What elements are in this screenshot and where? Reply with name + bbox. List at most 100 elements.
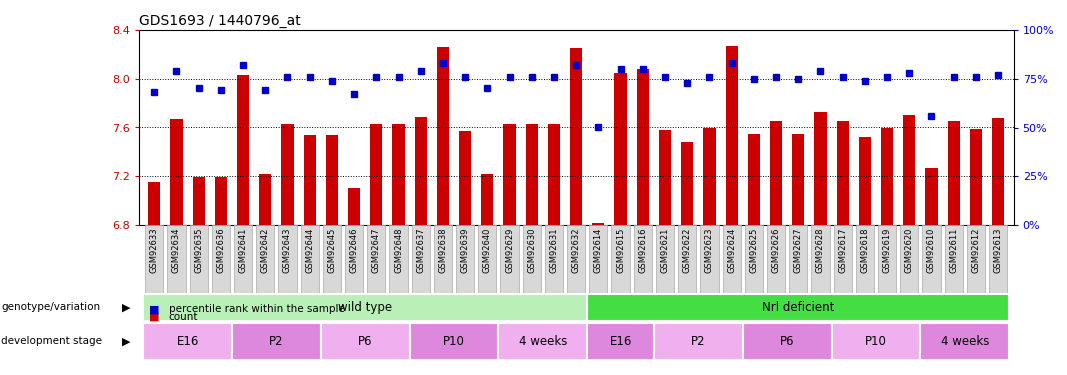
FancyBboxPatch shape bbox=[190, 225, 208, 292]
FancyBboxPatch shape bbox=[478, 225, 496, 292]
Bar bbox=[792, 134, 805, 225]
Bar bbox=[637, 69, 649, 225]
Bar bbox=[881, 128, 893, 225]
Bar bbox=[393, 124, 404, 225]
Text: P2: P2 bbox=[691, 335, 705, 348]
Text: ▶: ▶ bbox=[122, 336, 130, 346]
Bar bbox=[615, 73, 626, 225]
Bar bbox=[659, 130, 671, 225]
FancyBboxPatch shape bbox=[611, 225, 630, 292]
Text: GSM92627: GSM92627 bbox=[794, 228, 802, 273]
FancyBboxPatch shape bbox=[321, 322, 410, 360]
FancyBboxPatch shape bbox=[856, 225, 874, 292]
FancyBboxPatch shape bbox=[389, 225, 408, 292]
Text: GSM92622: GSM92622 bbox=[683, 228, 691, 273]
Text: GSM92634: GSM92634 bbox=[172, 228, 181, 273]
Bar bbox=[192, 177, 205, 225]
Text: P2: P2 bbox=[269, 335, 284, 348]
Text: GSM92615: GSM92615 bbox=[616, 228, 625, 273]
Text: Nrl deficient: Nrl deficient bbox=[762, 301, 834, 314]
FancyBboxPatch shape bbox=[587, 322, 654, 360]
Text: P10: P10 bbox=[865, 335, 887, 348]
Bar bbox=[726, 46, 737, 225]
Bar bbox=[681, 142, 694, 225]
FancyBboxPatch shape bbox=[634, 225, 652, 292]
Text: GSM92611: GSM92611 bbox=[950, 228, 958, 273]
Text: development stage: development stage bbox=[1, 336, 102, 346]
FancyBboxPatch shape bbox=[523, 225, 541, 292]
FancyBboxPatch shape bbox=[989, 225, 1007, 292]
FancyBboxPatch shape bbox=[589, 225, 607, 292]
FancyBboxPatch shape bbox=[278, 225, 297, 292]
Text: percentile rank within the sample: percentile rank within the sample bbox=[169, 304, 345, 314]
Bar bbox=[592, 222, 605, 225]
Bar bbox=[282, 124, 293, 225]
Text: GSM92628: GSM92628 bbox=[816, 228, 825, 273]
Text: ■: ■ bbox=[149, 312, 160, 322]
FancyBboxPatch shape bbox=[412, 225, 430, 292]
Bar bbox=[992, 118, 1004, 225]
Bar bbox=[436, 47, 449, 225]
Text: GSM92630: GSM92630 bbox=[527, 228, 537, 273]
Text: count: count bbox=[169, 312, 198, 322]
FancyBboxPatch shape bbox=[700, 225, 718, 292]
FancyBboxPatch shape bbox=[722, 225, 740, 292]
Bar bbox=[171, 119, 182, 225]
Text: GSM92636: GSM92636 bbox=[217, 228, 225, 273]
Text: ▶: ▶ bbox=[122, 303, 130, 312]
Bar bbox=[370, 124, 382, 225]
Text: GSM92639: GSM92639 bbox=[461, 228, 469, 273]
Bar bbox=[970, 129, 982, 225]
Text: GSM92612: GSM92612 bbox=[971, 228, 981, 273]
FancyBboxPatch shape bbox=[168, 225, 186, 292]
Bar bbox=[947, 122, 960, 225]
FancyBboxPatch shape bbox=[767, 225, 785, 292]
FancyBboxPatch shape bbox=[256, 225, 274, 292]
Bar bbox=[925, 168, 938, 225]
Text: wild type: wild type bbox=[338, 301, 393, 314]
FancyBboxPatch shape bbox=[656, 225, 674, 292]
Bar bbox=[214, 177, 227, 225]
Text: 4 weeks: 4 weeks bbox=[519, 335, 567, 348]
Bar bbox=[259, 174, 271, 225]
FancyBboxPatch shape bbox=[587, 294, 1009, 321]
FancyBboxPatch shape bbox=[944, 225, 962, 292]
Text: 4 weeks: 4 weeks bbox=[941, 335, 989, 348]
FancyBboxPatch shape bbox=[456, 225, 474, 292]
FancyBboxPatch shape bbox=[967, 225, 985, 292]
FancyBboxPatch shape bbox=[901, 225, 919, 292]
FancyBboxPatch shape bbox=[145, 225, 163, 292]
Text: GSM92638: GSM92638 bbox=[439, 228, 447, 273]
Text: GDS1693 / 1440796_at: GDS1693 / 1440796_at bbox=[139, 13, 301, 28]
FancyBboxPatch shape bbox=[143, 294, 587, 321]
FancyBboxPatch shape bbox=[345, 225, 363, 292]
Bar bbox=[415, 117, 427, 225]
FancyBboxPatch shape bbox=[498, 322, 587, 360]
Text: GSM92629: GSM92629 bbox=[505, 228, 514, 273]
FancyBboxPatch shape bbox=[833, 225, 851, 292]
FancyBboxPatch shape bbox=[234, 225, 252, 292]
FancyBboxPatch shape bbox=[232, 322, 321, 360]
Text: P6: P6 bbox=[780, 335, 795, 348]
FancyBboxPatch shape bbox=[434, 225, 452, 292]
Text: GSM92620: GSM92620 bbox=[905, 228, 913, 273]
Bar bbox=[814, 112, 827, 225]
Text: E16: E16 bbox=[176, 335, 198, 348]
Text: GSM92637: GSM92637 bbox=[416, 228, 426, 273]
FancyBboxPatch shape bbox=[143, 322, 232, 360]
Text: P10: P10 bbox=[443, 335, 465, 348]
Bar bbox=[325, 135, 338, 225]
FancyBboxPatch shape bbox=[831, 322, 921, 360]
Bar bbox=[148, 182, 160, 225]
Bar bbox=[348, 189, 361, 225]
Bar bbox=[481, 174, 493, 225]
FancyBboxPatch shape bbox=[410, 322, 498, 360]
FancyBboxPatch shape bbox=[790, 225, 808, 292]
Bar bbox=[304, 135, 316, 225]
Bar bbox=[770, 122, 782, 225]
Bar bbox=[504, 124, 515, 225]
FancyBboxPatch shape bbox=[743, 322, 831, 360]
FancyBboxPatch shape bbox=[679, 225, 697, 292]
Text: GSM92621: GSM92621 bbox=[660, 228, 669, 273]
Text: GSM92610: GSM92610 bbox=[927, 228, 936, 273]
